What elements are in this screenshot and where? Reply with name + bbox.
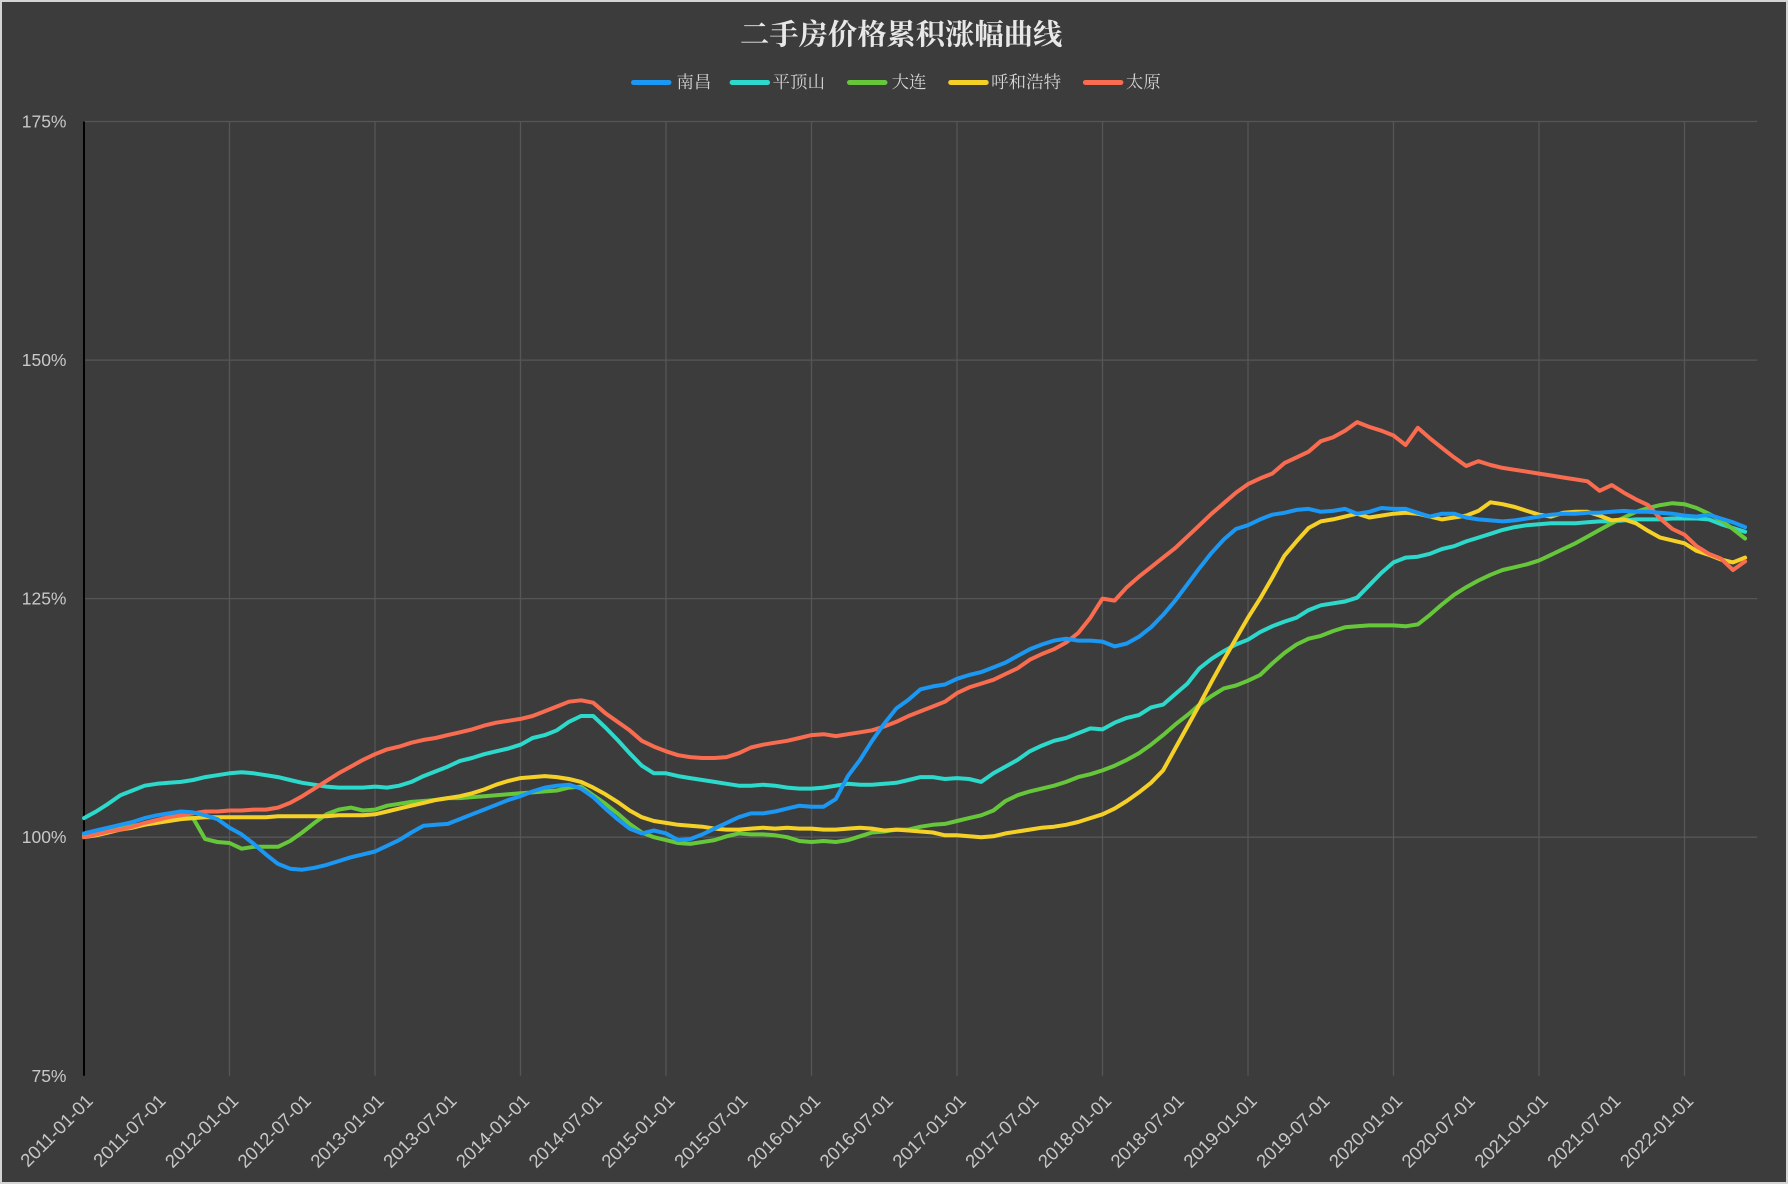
svg-text:175%: 175% xyxy=(22,112,67,132)
svg-text:100%: 100% xyxy=(22,827,67,847)
svg-text:75%: 75% xyxy=(31,1066,66,1086)
svg-text:125%: 125% xyxy=(22,589,67,609)
svg-text:150%: 150% xyxy=(22,350,67,370)
